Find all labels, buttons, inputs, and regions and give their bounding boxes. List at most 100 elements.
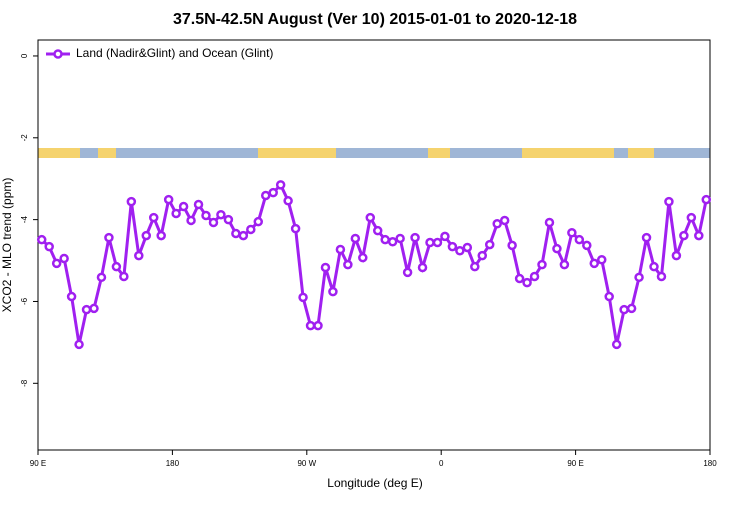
data-point	[246, 224, 256, 235]
data-point	[141, 230, 152, 241]
land-strip	[628, 148, 654, 158]
data-point	[365, 212, 376, 223]
land-strip	[258, 148, 336, 158]
data-point	[119, 271, 129, 282]
data-point	[619, 304, 629, 315]
data-point	[537, 259, 547, 270]
data-point	[134, 250, 144, 261]
data-point	[186, 215, 196, 226]
data-point	[626, 303, 637, 314]
x-tick-label: 90 E	[567, 459, 583, 468]
plot-frame	[37, 39, 711, 451]
data-point	[596, 254, 607, 265]
data-point	[156, 230, 166, 241]
data-point	[395, 233, 405, 244]
data-point	[111, 261, 122, 272]
data-point	[178, 201, 189, 212]
data-point	[641, 232, 652, 243]
data-point	[216, 209, 226, 220]
data-point	[649, 261, 659, 272]
data-point	[664, 196, 674, 207]
data-point	[522, 277, 532, 288]
data-point	[163, 194, 174, 205]
data-point	[343, 259, 353, 270]
chart-title: 37.5N-42.5N August (Ver 10) 2015-01-01 t…	[173, 11, 577, 28]
data-point	[402, 267, 413, 278]
data-point	[552, 243, 562, 254]
land-strip	[98, 148, 116, 158]
data-point	[559, 259, 570, 270]
data-point	[358, 252, 368, 263]
data-point	[679, 230, 689, 241]
data-point	[440, 231, 450, 242]
data-point	[492, 218, 502, 229]
data-point	[126, 196, 137, 207]
data-point	[313, 320, 323, 331]
data-point	[544, 217, 555, 228]
map-strip	[38, 148, 710, 158]
data-point	[238, 230, 249, 241]
data-point	[231, 228, 241, 239]
data-point	[582, 240, 592, 251]
legend-marker	[53, 49, 63, 59]
x-tick-label: 90 E	[30, 459, 46, 468]
data-point	[694, 230, 704, 241]
data-point	[387, 236, 398, 247]
legend-label: Land (Nadir&Glint) and Ocean (Glint)	[76, 46, 273, 60]
data-point	[574, 234, 585, 245]
data-point	[193, 199, 204, 210]
data-point	[290, 223, 301, 234]
y-tick-label: -8	[20, 379, 29, 387]
data-point	[208, 217, 219, 228]
data-point	[611, 339, 622, 350]
y-tick-label: 0	[20, 53, 29, 58]
data-point	[320, 262, 331, 273]
data-point	[44, 241, 54, 252]
data-point	[701, 194, 712, 205]
data-point	[514, 273, 525, 284]
data-point	[567, 227, 577, 238]
data-point	[432, 237, 443, 248]
data-point	[260, 190, 271, 201]
data-point	[275, 180, 286, 190]
data-point	[104, 232, 114, 243]
data-point	[425, 237, 435, 248]
y-tick-label: -4	[20, 216, 29, 224]
series-line	[40, 182, 708, 345]
data-point	[417, 262, 428, 273]
data-point	[89, 303, 99, 314]
data-point	[529, 271, 540, 282]
data-point	[335, 244, 346, 255]
data-point	[410, 232, 420, 243]
data-point	[589, 258, 600, 269]
data-point	[462, 242, 473, 253]
x-tick-label: 90 W	[297, 459, 316, 468]
land-strip	[428, 148, 450, 158]
data-point	[36, 234, 47, 245]
ocean-strip	[38, 148, 710, 158]
data-point	[604, 291, 614, 302]
land-strip	[38, 148, 80, 158]
data-point	[507, 240, 517, 251]
data-point	[634, 272, 644, 283]
y-tick-label: -6	[20, 297, 29, 305]
x-axis-label: Longitude (deg E)	[327, 476, 422, 490]
y-tick-label: -2	[20, 134, 29, 142]
data-point	[686, 212, 697, 223]
data-point	[656, 271, 667, 282]
data-point	[74, 339, 84, 350]
data-point	[350, 233, 361, 244]
data-point	[380, 234, 390, 245]
data-point	[66, 291, 77, 302]
data-point	[171, 208, 181, 219]
data-point	[51, 258, 62, 269]
data-point	[223, 214, 234, 225]
data-point	[470, 261, 480, 272]
data-point	[201, 210, 211, 221]
data-point	[328, 286, 338, 297]
data-point	[96, 272, 107, 283]
data-point	[283, 196, 293, 206]
data-point	[477, 250, 488, 261]
